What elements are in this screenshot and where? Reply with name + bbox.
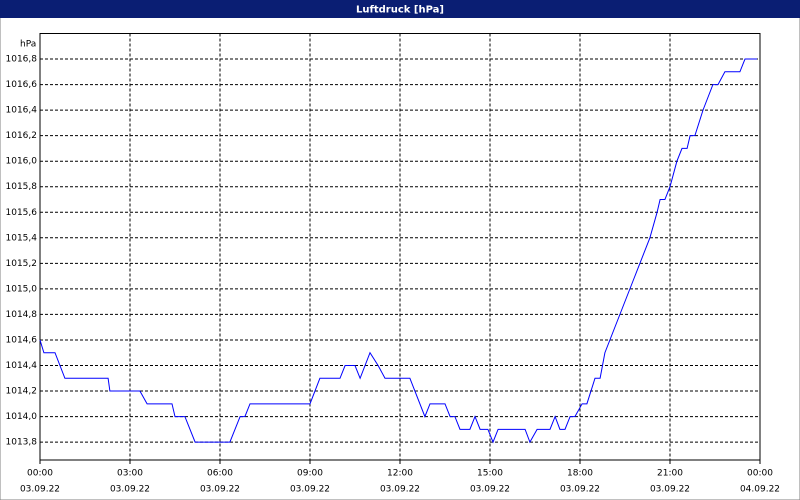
y-unit: hPa — [20, 40, 36, 50]
x-tick-date: 03.09.22 — [560, 485, 600, 495]
y-tick-label: 1015,8 — [6, 182, 38, 192]
x-tick-label: 18:00 — [567, 469, 593, 479]
y-tick-label: 1015,2 — [6, 259, 38, 269]
y-tick-label: 1016,0 — [6, 157, 38, 167]
y-tick-label: 1014,4 — [6, 361, 38, 371]
y-tick-label: 1015,4 — [6, 233, 38, 243]
x-tick-label: 09:00 — [297, 469, 323, 479]
y-tick-label: 1015,6 — [6, 208, 38, 218]
title-bar — [0, 0, 800, 18]
x-tick-date: 03.09.22 — [380, 485, 420, 495]
y-tick-label: 1014,8 — [6, 310, 38, 320]
y-tick-label: 1016,4 — [6, 106, 38, 116]
x-tick-label: 00:00 — [27, 469, 53, 479]
x-tick-label: 12:00 — [387, 469, 413, 479]
x-tick-label: 00:00 — [747, 469, 773, 479]
y-tick-label: 1016,2 — [6, 131, 38, 141]
chart-title: Luftdruck [hPa] — [356, 5, 444, 16]
x-tick-label: 03:00 — [117, 469, 143, 479]
y-tick-label: 1014,0 — [6, 412, 38, 422]
data-line — [39, 58, 757, 444]
x-tick-date: 04.09.22 — [740, 485, 780, 495]
y-tick-label: 1013,8 — [6, 438, 38, 448]
y-tick-label: 1014,6 — [6, 335, 38, 345]
x-tick-date: 03.09.22 — [20, 485, 60, 495]
y-tick-label: 1016,8 — [6, 55, 38, 65]
x-tick-label: 21:00 — [657, 469, 683, 479]
x-tick-date: 03.09.22 — [290, 485, 330, 495]
x-tick-date: 03.09.22 — [650, 485, 690, 495]
x-tick-label: 15:00 — [477, 469, 503, 479]
x-tick-date: 03.09.22 — [200, 485, 240, 495]
y-tick-label: 1016,6 — [6, 80, 38, 90]
x-tick-date: 03.09.22 — [110, 485, 150, 495]
x-tick-date: 03.09.22 — [470, 485, 510, 495]
y-tick-label: 1015,0 — [6, 284, 38, 294]
y-tick-label: 1014,2 — [6, 387, 38, 397]
x-tick-label: 06:00 — [207, 469, 233, 479]
